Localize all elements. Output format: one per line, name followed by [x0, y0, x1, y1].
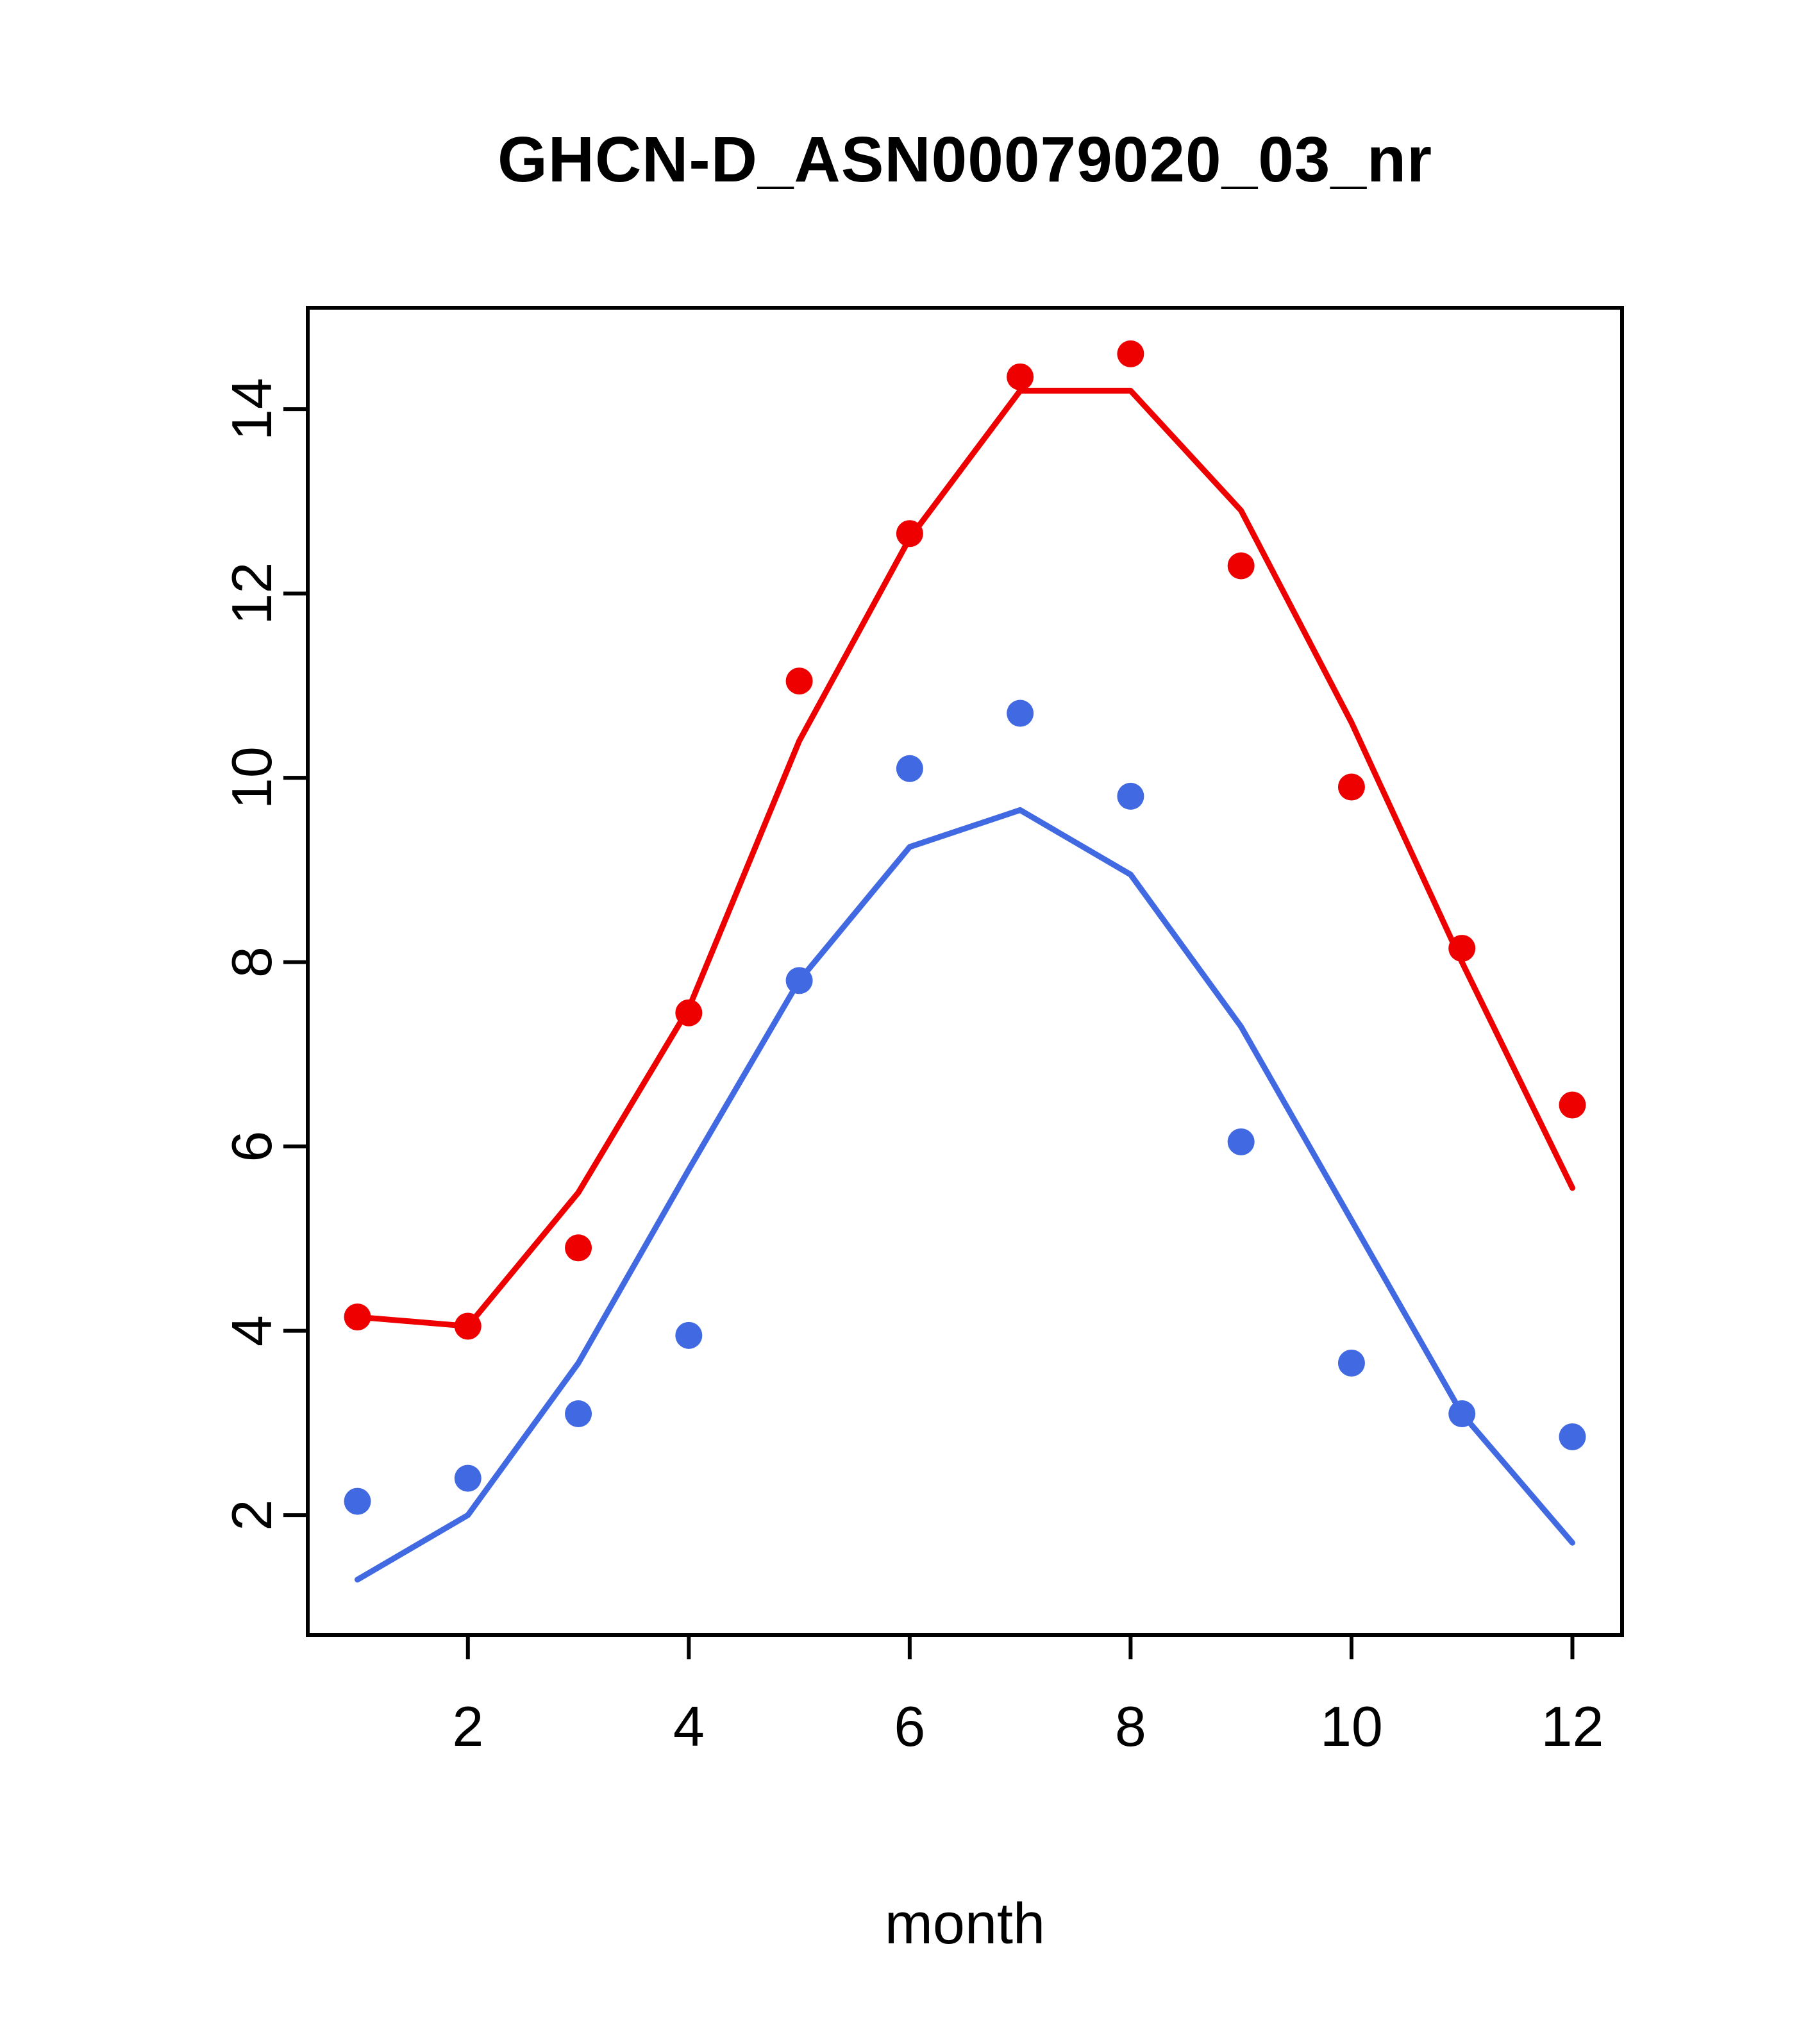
- y-tick-label: 4: [220, 1315, 283, 1346]
- red-observed-points-marker: [896, 520, 923, 548]
- blue-observed-points-marker: [1007, 699, 1034, 727]
- x-axis-label: month: [884, 1892, 1046, 1956]
- red-observed-points-marker: [1227, 552, 1255, 580]
- blue-observed-points-marker: [1337, 1349, 1365, 1377]
- red-observed-points-marker: [565, 1234, 592, 1262]
- y-tick-label: 14: [220, 378, 283, 440]
- x-tick-label: 10: [1320, 1695, 1383, 1758]
- y-tick-label: 6: [220, 1131, 283, 1162]
- x-tick-label: 4: [673, 1695, 705, 1758]
- series-red-fitted-line: [355, 387, 1575, 1329]
- blue-fitted-line: [355, 807, 1575, 1583]
- blue-observed-points-marker: [344, 1487, 371, 1515]
- red-observed-points-marker: [344, 1303, 371, 1331]
- red-fitted-line: [355, 387, 1575, 1329]
- y-axis-ticks: 2 4 6 8 10 12 14: [220, 378, 308, 1531]
- series-blue-fitted-line: [355, 807, 1575, 1583]
- x-tick-label: 2: [452, 1695, 483, 1758]
- x-tick-label: 12: [1541, 1695, 1604, 1758]
- series-blue-observed-points: [344, 699, 1586, 1515]
- red-observed-points-marker: [785, 667, 813, 695]
- blue-observed-points-marker: [896, 755, 923, 782]
- red-observed-points-marker: [1007, 363, 1034, 390]
- y-tick-label: 2: [220, 1500, 283, 1531]
- red-observed-points-marker: [675, 999, 703, 1026]
- blue-observed-points-marker: [565, 1400, 592, 1427]
- y-tick-label: 10: [220, 746, 283, 809]
- blue-observed-points-marker: [454, 1464, 481, 1492]
- blue-observed-points-marker: [1227, 1128, 1255, 1155]
- series-red-observed-points: [344, 340, 1586, 1340]
- x-axis-ticks: 2 4 6 8 10 12: [452, 1635, 1603, 1758]
- x-tick-label: 6: [894, 1695, 925, 1758]
- blue-observed-points-marker: [1117, 782, 1144, 810]
- red-observed-points-marker: [1117, 340, 1144, 367]
- red-observed-points-marker: [454, 1312, 481, 1340]
- y-tick-label: 8: [220, 946, 283, 978]
- blue-observed-points-marker: [1448, 1400, 1476, 1427]
- blue-observed-points-marker: [1559, 1423, 1586, 1450]
- blue-observed-points-marker: [785, 967, 813, 994]
- chart-title: GHCN-D_ASN00079020_03_nr: [497, 124, 1433, 196]
- blue-observed-points-marker: [675, 1321, 703, 1349]
- red-observed-points-marker: [1448, 935, 1476, 962]
- red-observed-points-marker: [1559, 1091, 1586, 1119]
- red-observed-points-marker: [1337, 773, 1365, 801]
- x-tick-label: 8: [1115, 1695, 1146, 1758]
- y-tick-label: 12: [220, 562, 283, 625]
- plot-box: [306, 306, 1624, 1637]
